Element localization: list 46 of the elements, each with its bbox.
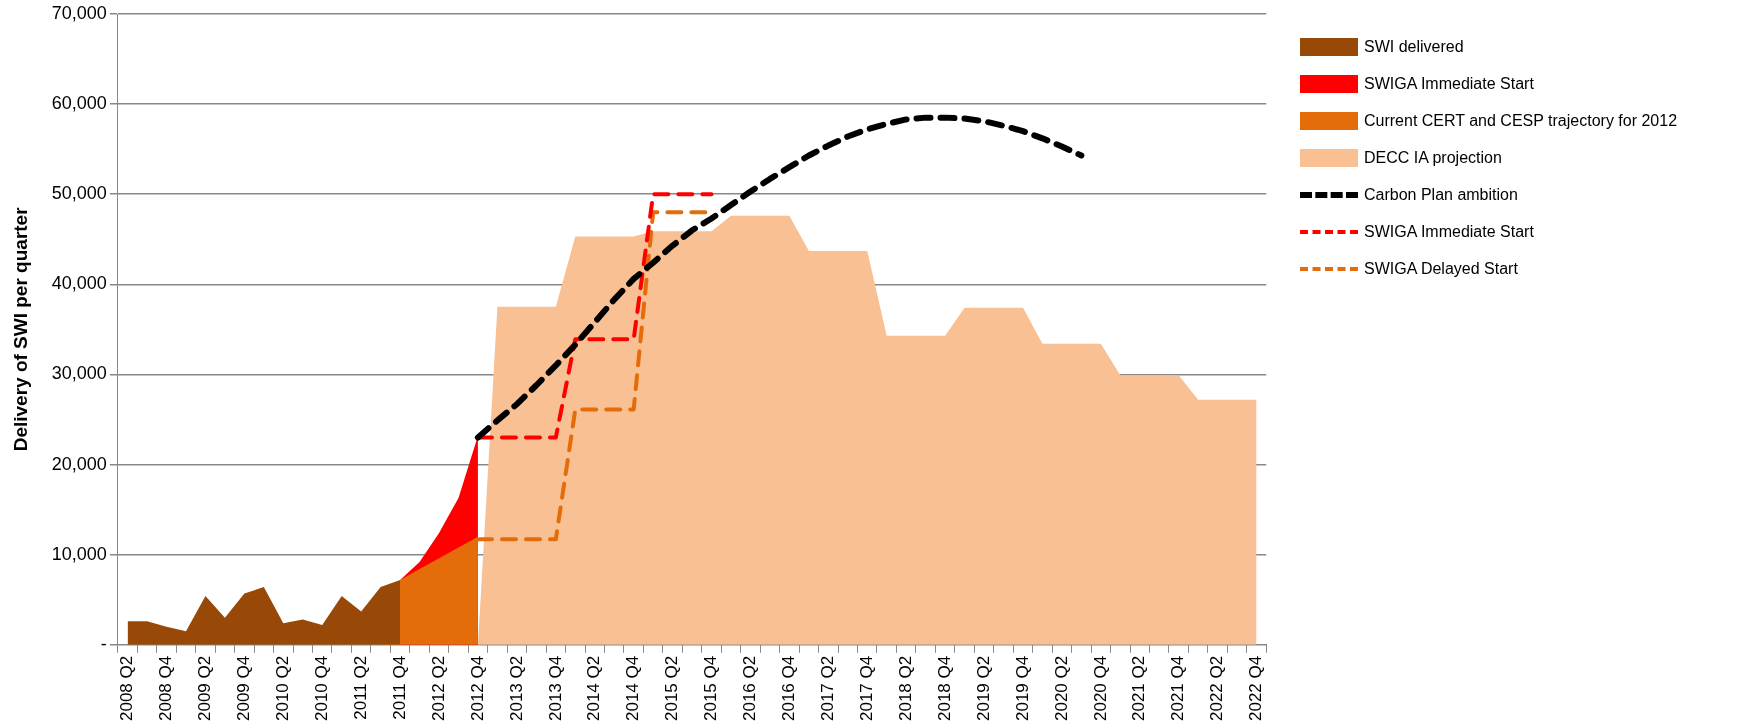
- legend-label: SWI delivered: [1364, 37, 1464, 56]
- x-tick-label: 2021 Q2: [1129, 655, 1149, 722]
- legend-label: Current CERT and CESP trajectory for 2012: [1364, 111, 1678, 130]
- x-tick-label: 2020 Q4: [1090, 655, 1110, 722]
- x-tick-label: 2009 Q2: [195, 655, 215, 722]
- y-tick-label: 60,000: [51, 93, 107, 114]
- legend-label: DECC IA projection: [1364, 148, 1502, 167]
- x-tick-label: 2013 Q4: [545, 655, 565, 722]
- y-axis-title: Delivery of SWI per quarter: [9, 206, 31, 452]
- legend-label: SWIGA Delayed Start: [1364, 259, 1518, 278]
- x-tick-label: 2020 Q2: [1051, 655, 1071, 722]
- x-tick-label: 2018 Q2: [895, 655, 915, 722]
- x-tick-label: 2019 Q4: [1012, 655, 1032, 722]
- y-tick-label: 10,000: [51, 543, 107, 564]
- x-tick-label: 2009 Q4: [234, 655, 254, 722]
- y-tick-label: 20,000: [51, 453, 107, 474]
- x-tick-label: 2013 Q2: [506, 655, 526, 722]
- x-tick-label: 2017 Q4: [856, 655, 876, 722]
- x-tick-label: 2021 Q4: [1168, 655, 1188, 722]
- x-tick-label: 2016 Q4: [779, 655, 799, 722]
- x-tick-label: 2010 Q2: [272, 655, 292, 722]
- x-tick-label: 2010 Q4: [311, 655, 331, 722]
- x-tick-label: 2011 Q2: [350, 655, 370, 720]
- x-tick-label: 2012 Q2: [428, 655, 448, 722]
- legend-label: Carbon Plan ambition: [1364, 185, 1518, 204]
- y-tick-label: 50,000: [51, 183, 107, 204]
- x-tick-label: 2022 Q2: [1207, 655, 1227, 722]
- y-tick-label: 30,000: [51, 363, 107, 384]
- x-tick-label: 2008 Q4: [156, 655, 176, 722]
- x-tick-label: 2017 Q2: [818, 655, 838, 722]
- y-tick-label: 70,000: [51, 2, 107, 23]
- x-tick-label: 2014 Q2: [584, 655, 604, 722]
- x-tick-label: 2015 Q4: [701, 655, 721, 722]
- x-tick-label: 2015 Q2: [662, 655, 682, 722]
- x-tick-label: 2019 Q2: [973, 655, 993, 722]
- x-tick-label: 2011 Q4: [389, 655, 409, 720]
- x-tick-label: 2014 Q4: [623, 655, 643, 722]
- legend-label: SWIGA Immediate Start: [1364, 74, 1534, 93]
- x-tick-label: 2022 Q4: [1246, 655, 1266, 722]
- x-tick-label: 2008 Q2: [117, 655, 137, 722]
- legend-label: SWIGA Immediate Start: [1364, 222, 1534, 241]
- y-tick-label: 40,000: [51, 273, 107, 294]
- x-tick-label: 2018 Q4: [934, 655, 954, 722]
- x-tick-label: 2016 Q2: [740, 655, 760, 722]
- x-tick-label: 2012 Q4: [467, 655, 487, 722]
- y-tick-label: -: [100, 633, 107, 654]
